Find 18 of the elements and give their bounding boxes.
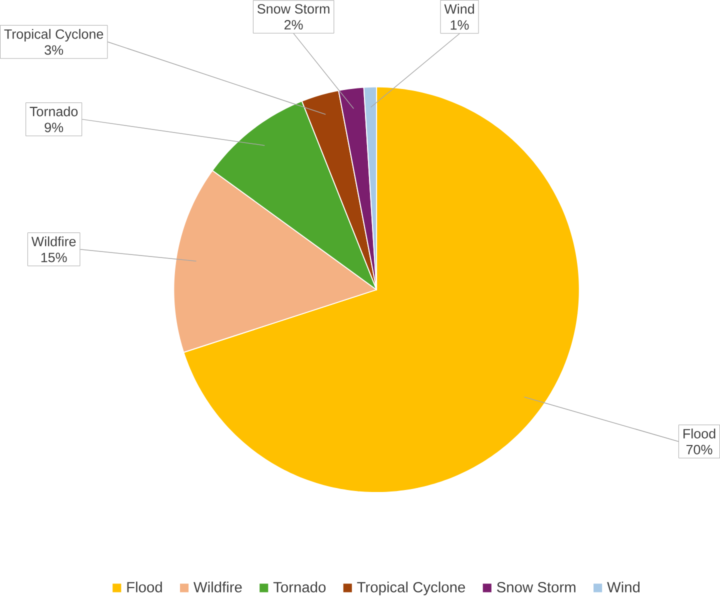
- data-label: 15%: [41, 252, 67, 262]
- slice-label: Tornado: [30, 106, 78, 116]
- legend-label: Snow Storm: [496, 582, 576, 592]
- slice-label: Flood: [684, 428, 716, 438]
- data-label: 70%: [686, 444, 712, 454]
- data-label: 2%: [284, 20, 303, 30]
- data-label: 9%: [44, 122, 64, 132]
- legend-label: Wind: [607, 581, 640, 592]
- legend-label: Tornado: [273, 581, 326, 592]
- slice-label: Tropical Cyclone: [4, 28, 104, 42]
- data-label: 3%: [44, 45, 64, 55]
- data-label: 1%: [450, 20, 469, 30]
- legend-label: Wildfire: [194, 581, 242, 592]
- slice-label: Wildfire: [31, 236, 76, 246]
- legend-label: Tropical Cyclone: [357, 581, 466, 596]
- slice-label: Wind: [444, 4, 474, 14]
- legend-label: Flood: [127, 581, 162, 592]
- slice-label: Snow Storm: [257, 4, 330, 14]
